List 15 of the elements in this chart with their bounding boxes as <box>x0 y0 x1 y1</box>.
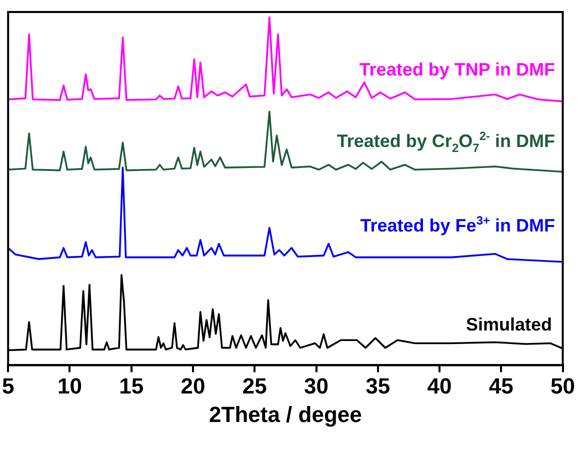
series-label: Treated by Cr$_{2}$O$_{7}$$^{2-}$ in DMF <box>336 129 555 155</box>
x-tick-label: 10 <box>58 373 82 398</box>
series-label: Treated by TNP in DMF <box>359 60 555 80</box>
x-tick-label: 15 <box>119 373 144 398</box>
x-tick-label: 40 <box>427 373 452 398</box>
x-tick-label: 50 <box>550 373 576 398</box>
x-tick-label: 20 <box>180 373 206 398</box>
x-tick-label: 5 <box>2 373 14 398</box>
series-label: Simulated <box>466 314 552 336</box>
x-tick-label: 35 <box>366 373 390 398</box>
x-tick-label: 45 <box>488 373 514 398</box>
x-axis-title: 2Theta / degee <box>209 402 362 427</box>
x-tick-label: 25 <box>242 373 267 398</box>
series-label: Treated by Fe$^{3+}$ in DMF <box>360 214 555 236</box>
x-tick-label: 30 <box>304 373 328 398</box>
